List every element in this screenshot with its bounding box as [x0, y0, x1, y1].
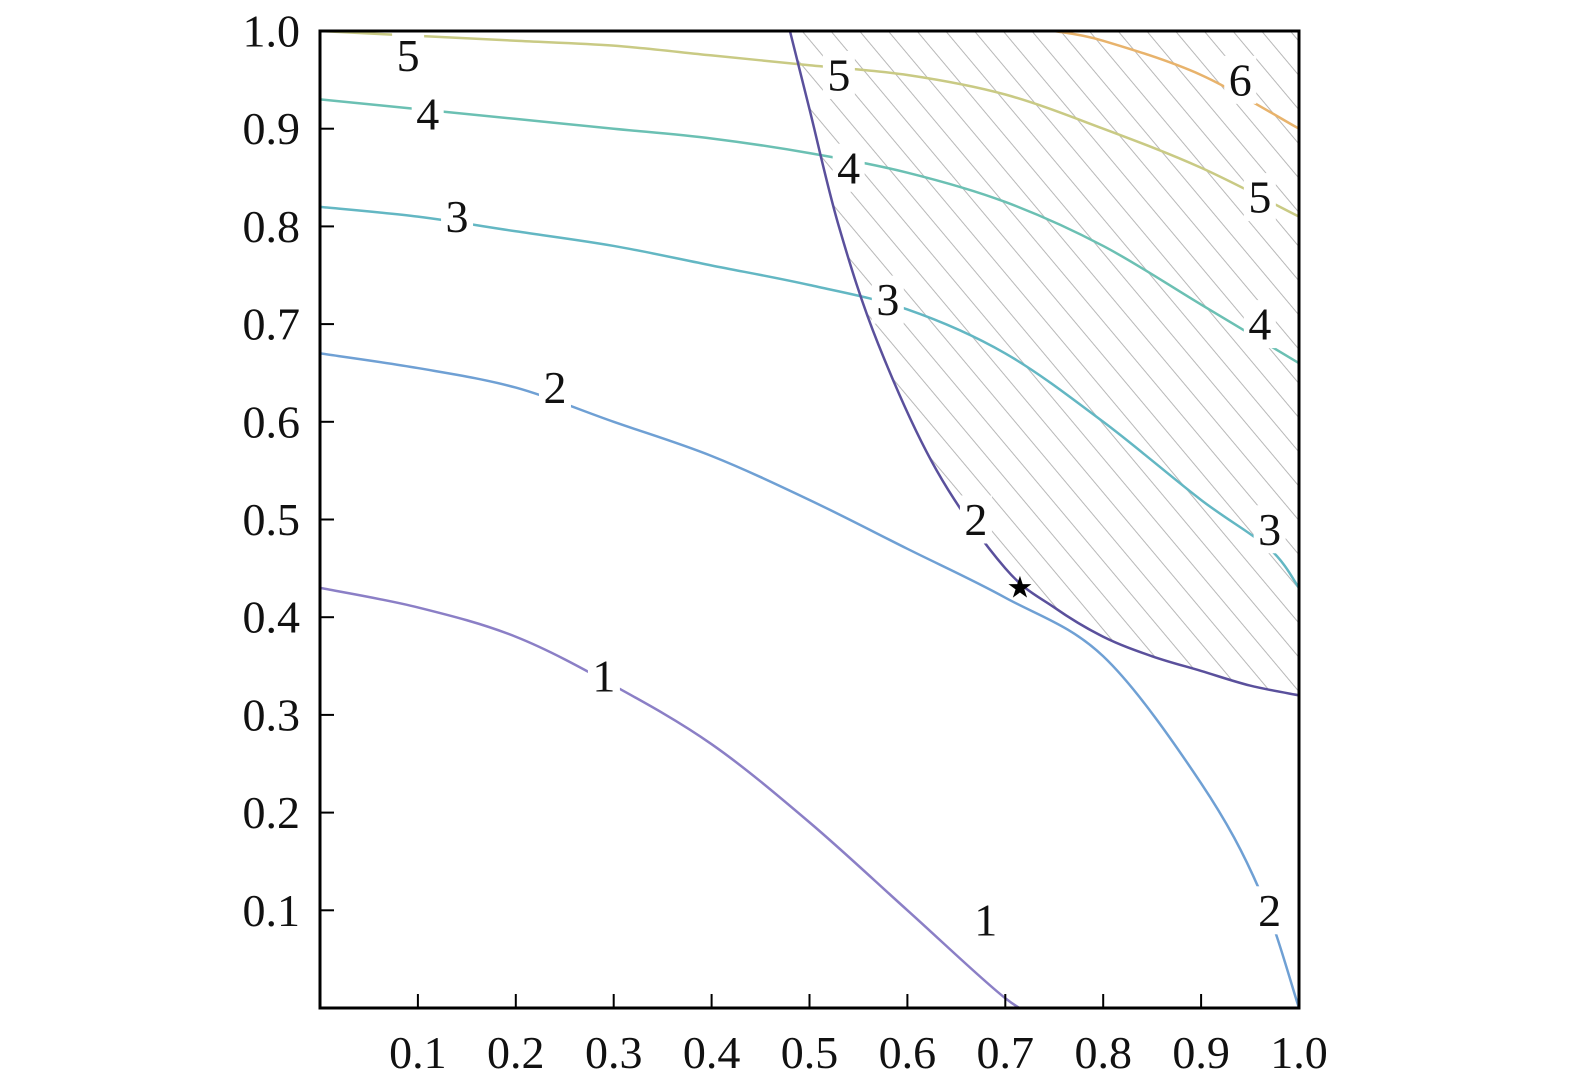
x-tick-label: 0.2 — [487, 1027, 545, 1078]
x-tick-label: 0.3 — [585, 1027, 643, 1078]
contour-label-bg — [969, 896, 1002, 945]
constraint-boundary-curve — [788, 31, 1299, 697]
contour-label-bg — [1224, 55, 1257, 104]
contour-label-5: 5 — [1248, 172, 1271, 223]
x-tick-label: 0.9 — [1172, 1027, 1230, 1078]
contour-lines — [320, 31, 1299, 1008]
x-tick-label: 0.8 — [1074, 1027, 1132, 1078]
y-tick-label: 0.1 — [243, 885, 301, 936]
x-tick-label: 0.7 — [977, 1027, 1035, 1078]
contour-label-2: 2 — [964, 494, 987, 545]
contour-label-4: 4 — [416, 89, 439, 140]
contour-label-5: 5 — [397, 30, 420, 81]
contour-label-bg — [1253, 505, 1286, 554]
contour-label-3: 3 — [446, 191, 469, 242]
optimum-star-marker: ★ — [1007, 571, 1034, 604]
feasible-region-hatch — [789, 31, 1299, 696]
y-tick-label: 1.0 — [243, 6, 301, 57]
contour-label-5: 5 — [827, 49, 850, 100]
contour-label-bg — [1243, 300, 1276, 349]
contour-label-2: 2 — [543, 362, 566, 413]
y-tick-label: 0.3 — [243, 689, 301, 740]
contour-label-bg — [1253, 886, 1286, 935]
contour-label-bg — [441, 192, 474, 241]
x-tick-label: 0.5 — [781, 1027, 839, 1078]
plot-area — [320, 31, 1299, 1008]
x-tick-label: 0.4 — [683, 1027, 741, 1078]
y-axis: 0.1 0.2 0.3 0.4 0.5 0.6 0.7 0.8 0.9 1.0 — [243, 6, 334, 936]
contour-line-2 — [320, 352, 1299, 1008]
contour-label-bg — [411, 90, 444, 139]
y-tick-label: 0.7 — [243, 299, 301, 350]
contour-label-bg — [959, 495, 992, 544]
contour-label-bg — [392, 31, 425, 80]
contour-label-6: 6 — [1229, 54, 1252, 105]
y-tick-label: 0.5 — [243, 494, 301, 545]
contour-label-1: 1 — [974, 895, 997, 946]
contour-line-3 — [320, 205, 1299, 589]
y-tick-label: 0.2 — [243, 787, 301, 838]
contour-label-2: 2 — [1258, 885, 1281, 936]
contour-line-6 — [1054, 31, 1299, 130]
contour-label-bg — [822, 50, 855, 99]
y-tick-label: 0.8 — [243, 201, 301, 252]
contour-label-bg — [871, 275, 904, 324]
x-axis: 0.1 0.2 0.3 0.4 0.5 0.6 0.7 0.8 0.9 1.0 — [389, 994, 1328, 1078]
x-tick-label: 0.1 — [389, 1027, 447, 1078]
x-tick-label: 0.6 — [879, 1027, 937, 1078]
contour-label-1: 1 — [592, 650, 615, 701]
y-tick-label: 0.6 — [243, 396, 301, 447]
x-tick-label: 1.0 — [1270, 1027, 1328, 1078]
contour-label-4: 4 — [837, 142, 860, 193]
y-tick-label: 0.9 — [243, 103, 301, 154]
contour-label-bg — [1243, 173, 1276, 222]
contour-line-1 — [320, 586, 1023, 1008]
y-tick-label: 0.4 — [243, 592, 301, 643]
contour-line-5 — [320, 31, 1299, 218]
contour-label-bg — [538, 363, 571, 412]
contour-label-3: 3 — [1258, 504, 1281, 555]
contour-label-3: 3 — [876, 274, 899, 325]
contour-label-bg — [832, 143, 865, 192]
contour-label-4: 4 — [1248, 299, 1271, 350]
contour-label-bg — [587, 651, 620, 700]
